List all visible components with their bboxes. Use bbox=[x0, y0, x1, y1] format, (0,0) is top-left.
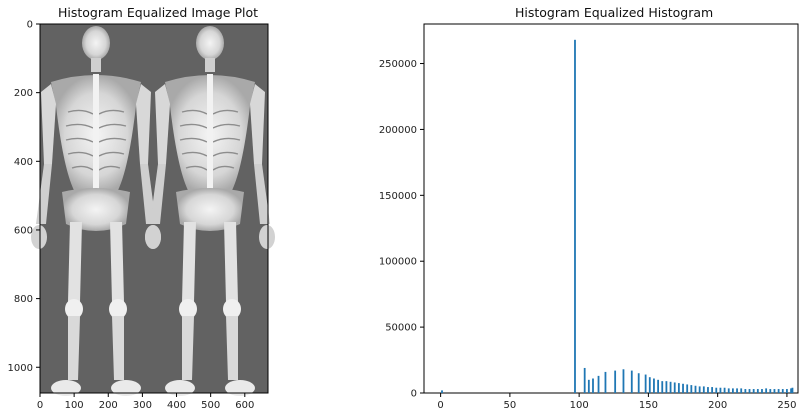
histogram-bar bbox=[765, 388, 768, 393]
histogram-bar bbox=[690, 385, 693, 393]
histogram-bar bbox=[752, 389, 755, 393]
histogram-bar bbox=[657, 379, 659, 393]
histogram-bar bbox=[653, 378, 655, 393]
histogram-bar bbox=[622, 369, 625, 393]
histogram-bar bbox=[669, 381, 672, 393]
histogram-bar bbox=[748, 389, 751, 393]
histogram-bar bbox=[736, 388, 738, 393]
histogram-bar bbox=[665, 381, 668, 393]
histogram-bar bbox=[740, 388, 743, 393]
histogram-bar bbox=[723, 387, 726, 393]
histogram-bar bbox=[661, 381, 664, 393]
image-xtick-label: 400 bbox=[167, 400, 186, 411]
chart-ytick-label: 100000 bbox=[379, 257, 417, 268]
histogram-bar bbox=[781, 389, 784, 393]
histogram-bar bbox=[677, 383, 680, 393]
image-xtick-label: 300 bbox=[133, 400, 152, 411]
histogram-bar bbox=[694, 385, 697, 393]
histogram-bar bbox=[698, 386, 701, 393]
histogram-bar bbox=[761, 389, 763, 393]
image-xtick-label: 600 bbox=[235, 400, 254, 411]
histogram-bar bbox=[597, 375, 600, 393]
histogram-bar bbox=[727, 388, 730, 393]
histogram-bar bbox=[574, 39, 576, 394]
histogram-bar bbox=[648, 377, 651, 393]
histogram-bar bbox=[587, 379, 590, 393]
chart-ytick-label: 200000 bbox=[379, 125, 417, 136]
chart-ytick-label: 0 bbox=[411, 389, 417, 400]
histogram-bar bbox=[637, 373, 640, 393]
chart-xtick-label: 250 bbox=[777, 400, 796, 411]
image-axis-ticks: 0 100 200 300 400 500 600 0 200 400 600 800 1000 bbox=[8, 20, 255, 412]
chart-ytick-label: 50000 bbox=[385, 323, 417, 334]
chart-title: Histogram Equalized Histogram bbox=[515, 5, 714, 20]
histogram-bar bbox=[756, 389, 759, 393]
histogram-bar bbox=[731, 388, 734, 393]
histogram-bar bbox=[441, 390, 443, 393]
image-ytick-label: 0 bbox=[27, 20, 33, 31]
image-ytick-label: 1000 bbox=[8, 363, 33, 374]
image-ytick-label: 400 bbox=[14, 157, 33, 168]
chart-xtick-label: 0 bbox=[437, 400, 443, 411]
image-ytick-label: 800 bbox=[14, 294, 33, 305]
chart-ytick-label: 150000 bbox=[379, 191, 417, 202]
image-ytick-label: 600 bbox=[14, 225, 33, 236]
chart-xtick-label: 50 bbox=[504, 400, 517, 411]
histogram-bar bbox=[614, 370, 617, 393]
image-ytick-label: 200 bbox=[14, 88, 33, 99]
histogram-bar bbox=[786, 389, 788, 393]
image-xtick-label: 100 bbox=[65, 400, 84, 411]
histogram-bar bbox=[673, 382, 676, 393]
histogram-bar bbox=[744, 389, 747, 393]
histogram-bar bbox=[715, 387, 718, 393]
histogram-bar bbox=[644, 374, 647, 393]
histogram-bar bbox=[769, 389, 772, 393]
chart-xtick-label: 150 bbox=[639, 400, 658, 411]
histogram-bar bbox=[592, 378, 594, 393]
chart-ytick-label: 250000 bbox=[379, 59, 417, 70]
histogram-bar bbox=[686, 384, 689, 393]
histogram-bar bbox=[702, 386, 705, 393]
image-plot-title: Histogram Equalized Image Plot bbox=[58, 5, 259, 20]
histogram-bar bbox=[773, 389, 776, 393]
histogram-bar bbox=[791, 387, 794, 393]
chart-axis-ticks: 0 50 100 150 200 250 0 50000 100000 150000 200000 2… bbox=[379, 59, 797, 411]
histogram-bar bbox=[630, 370, 633, 393]
image-xtick-label: 200 bbox=[99, 400, 118, 411]
histogram-bar bbox=[790, 388, 792, 393]
histogram-bar bbox=[711, 387, 714, 393]
histogram-bar bbox=[707, 387, 709, 393]
chart-xtick-label: 200 bbox=[708, 400, 727, 411]
histogram-bars bbox=[441, 39, 794, 394]
chart-xtick-label: 100 bbox=[570, 400, 589, 411]
histogram-bar bbox=[719, 387, 722, 393]
chart-frame bbox=[423, 23, 799, 394]
histogram-bar bbox=[777, 389, 780, 393]
histogram-bar bbox=[583, 367, 586, 393]
histogram-bar bbox=[682, 383, 684, 393]
image-xtick-label: 0 bbox=[37, 400, 43, 411]
image-frame bbox=[39, 23, 269, 394]
image-xtick-label: 500 bbox=[201, 400, 220, 411]
histogram-bar bbox=[604, 371, 607, 393]
